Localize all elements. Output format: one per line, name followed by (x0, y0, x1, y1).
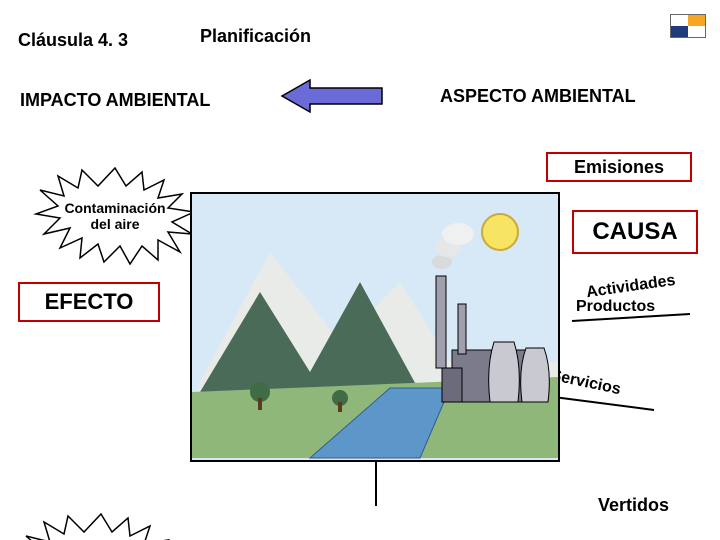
tick-line (374, 460, 378, 506)
starburst-air: Contaminación del aire (30, 166, 200, 266)
arrow-left-icon (278, 78, 386, 114)
starburst-air-line2: del aire (90, 216, 139, 232)
underline-2 (544, 394, 674, 412)
page-title: Planificación (200, 26, 311, 47)
brand-logo (670, 14, 706, 38)
environment-illustration (190, 192, 560, 462)
impacto-label: IMPACTO AMBIENTAL (20, 90, 210, 111)
efecto-box: EFECTO (18, 282, 160, 322)
aspecto-label: ASPECTO AMBIENTAL (440, 86, 636, 107)
emisiones-box: Emisiones (546, 152, 692, 182)
clause-label: Cláusula 4. 3 (18, 30, 128, 51)
underline-1 (570, 312, 700, 324)
starburst-air-line1: Contaminación (64, 200, 165, 216)
starburst-water: Contaminación de aguas (16, 512, 186, 540)
causa-box: CAUSA (572, 210, 698, 254)
vertidos-box: Vertidos (590, 490, 700, 520)
